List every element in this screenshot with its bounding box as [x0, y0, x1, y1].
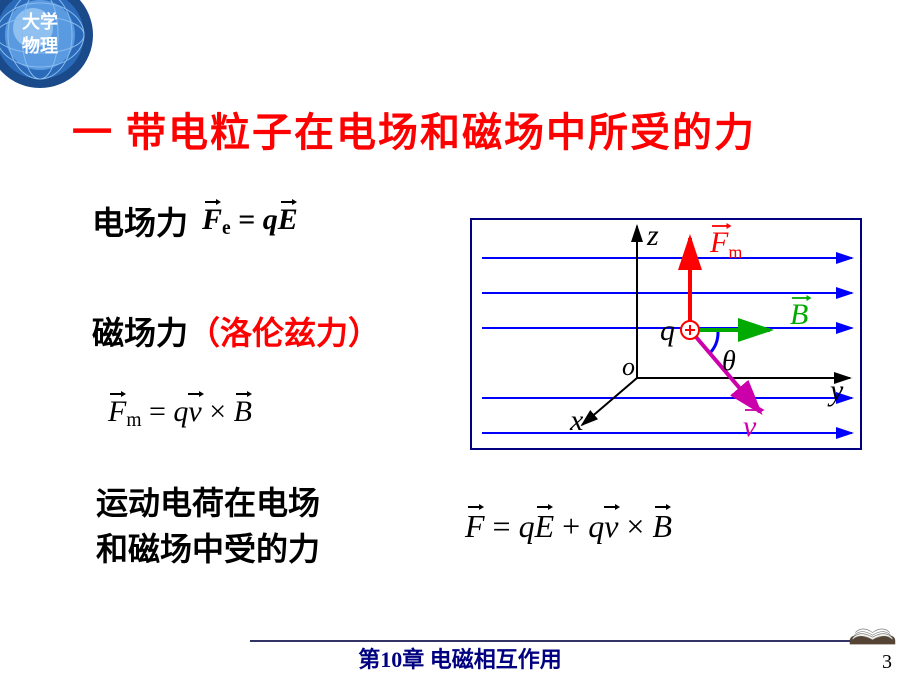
vec-v: v	[188, 395, 201, 429]
vec-E: E	[278, 203, 298, 237]
electric-force-row: 电场力 Fe = qE	[92, 198, 298, 244]
svg-text:o: o	[622, 352, 635, 381]
summary-line2: 和磁场中受的力	[96, 526, 320, 572]
lorentz-diagram: z y x oq θ Fm Bv	[470, 218, 862, 450]
book-icon	[845, 608, 900, 648]
lorentz-label: （洛伦兹力）	[188, 315, 380, 351]
summary-label: 运动电荷在电场 和磁场中受的力	[96, 480, 320, 572]
svg-text:q: q	[660, 314, 675, 347]
eq-fe: Fe = qE	[202, 203, 298, 240]
page-number: 3	[882, 651, 892, 674]
slide-title: 一 带电粒子在电场和磁场中所受的力	[72, 100, 756, 158]
vec-F: F	[465, 508, 485, 545]
magnetic-label: 磁场力	[92, 315, 188, 351]
vec-B: B	[234, 395, 252, 429]
vec-B: B	[652, 508, 672, 545]
svg-text:z: z	[646, 220, 659, 252]
corner-line2: 物理	[22, 34, 58, 58]
svg-text:θ: θ	[722, 346, 736, 377]
footer-chapter: 第10章 电磁相互作用	[0, 642, 920, 674]
vec-v: v	[604, 508, 618, 545]
summary-line1: 运动电荷在电场	[96, 480, 320, 526]
svg-text:Fm: Fm	[709, 226, 742, 262]
corner-line1: 大学	[22, 10, 58, 34]
svg-text:v: v	[743, 410, 757, 443]
svg-text:y: y	[827, 374, 844, 407]
svg-text:x: x	[569, 404, 584, 437]
vec-Fm: F	[108, 395, 126, 429]
vec-E: E	[535, 508, 555, 545]
corner-label: 大学 物理	[22, 10, 58, 58]
electric-label: 电场力	[92, 198, 188, 244]
eq-lorentz: F = qE + qv × B	[465, 508, 672, 545]
magnetic-force-row: 磁场力（洛伦兹力）	[92, 308, 380, 354]
eq-fm: Fm = qv × B	[108, 395, 252, 432]
vec-F: F	[202, 203, 222, 237]
svg-text:B: B	[790, 298, 808, 331]
